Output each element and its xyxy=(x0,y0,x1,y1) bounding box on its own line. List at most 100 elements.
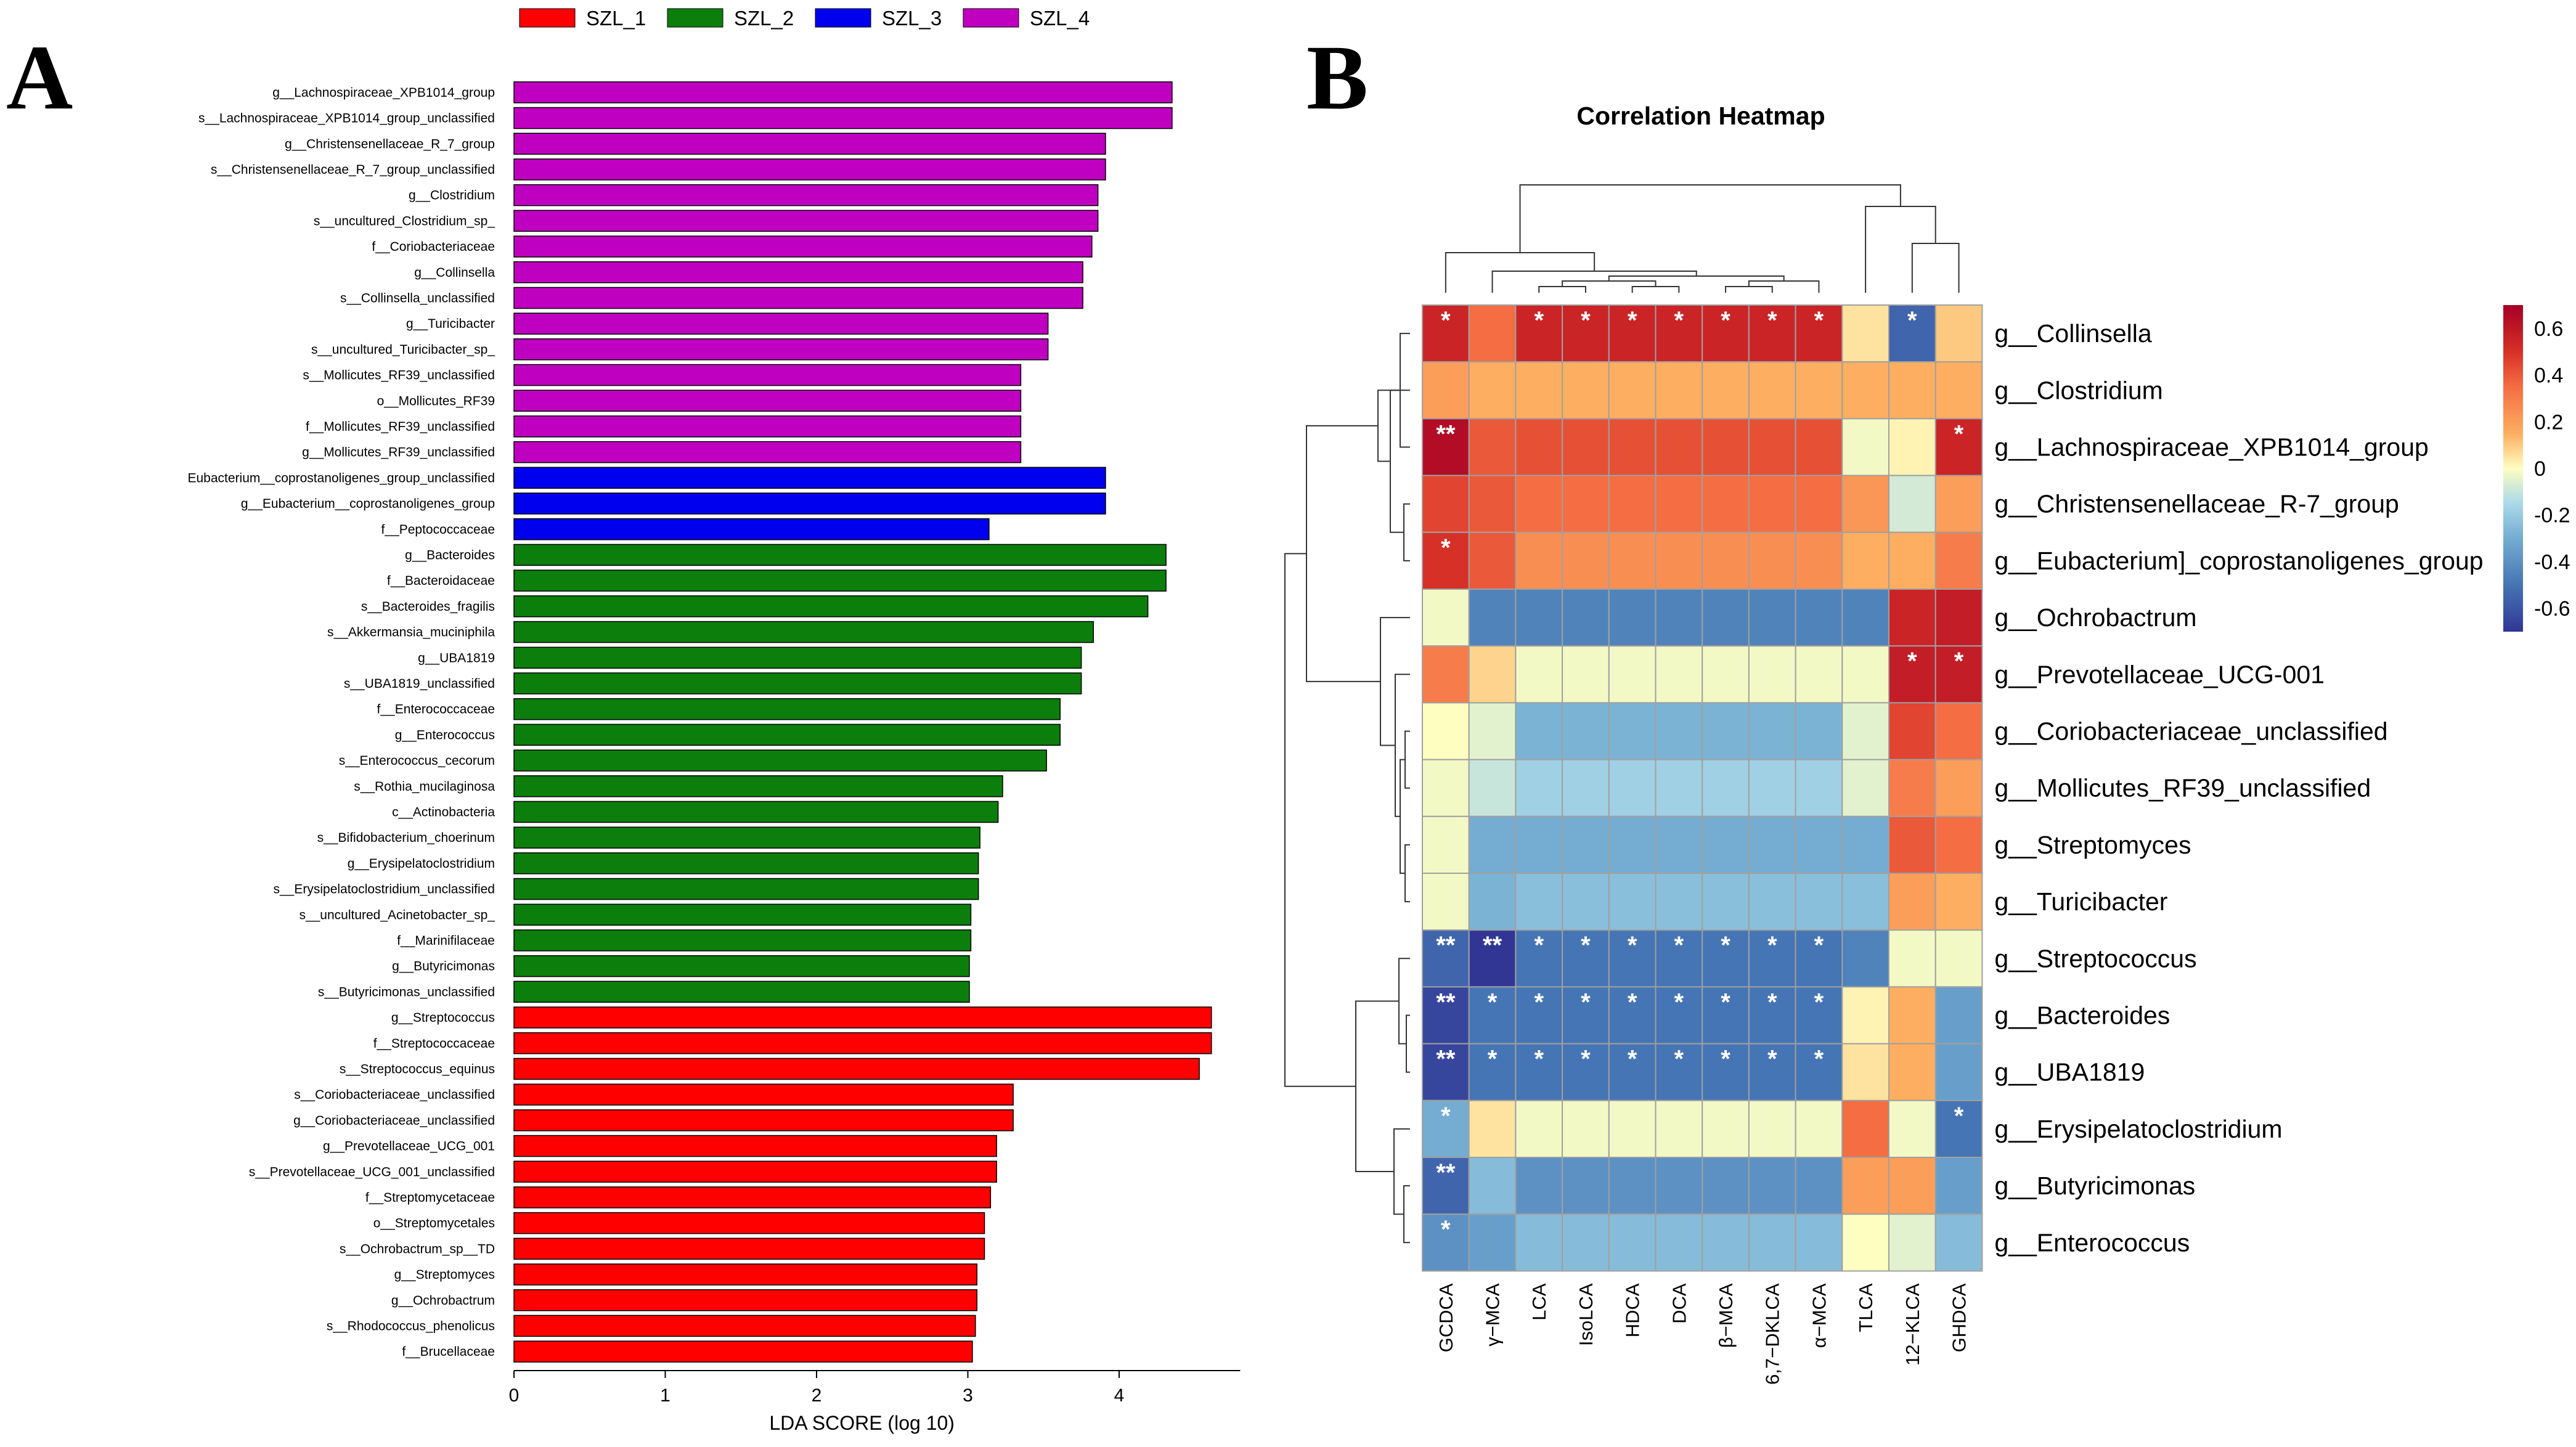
lda-bar xyxy=(513,184,1099,206)
heatmap-cell xyxy=(1795,873,1843,931)
heatmap-cell xyxy=(1934,304,1983,363)
heatmap-cell xyxy=(1888,418,1936,476)
heatmap-cell xyxy=(1562,645,1610,704)
heatmap-cell xyxy=(1655,418,1703,476)
heatmap-cell xyxy=(1934,1043,1983,1101)
heatmap-cell xyxy=(1562,475,1610,533)
heatmap-cell xyxy=(1468,1213,1517,1272)
row-label: g__Streptomyces xyxy=(1994,831,2191,859)
heatmap-cell xyxy=(1888,475,1936,533)
row-label: g__Streptococcus xyxy=(1994,944,2196,972)
heatmap-cell xyxy=(1748,815,1796,874)
heatmap-cell xyxy=(1841,475,1890,533)
heatmap-cell xyxy=(1748,475,1796,533)
heatmap-cell xyxy=(1422,759,1470,817)
lda-bar-chart: SZL_1 SZL_2 SZL_3 SZL_4 g__Lachnospiraceae_X… xyxy=(188,7,1241,1434)
heatmap-cell xyxy=(1888,1157,1936,1215)
heatmap-cell xyxy=(1422,475,1470,533)
row-label: g__Bacteroides xyxy=(1994,1001,2170,1030)
bar-label: s__Bacteroides_fragilis xyxy=(361,600,495,614)
heatmap-cell xyxy=(1515,759,1563,817)
heatmap-cell xyxy=(1608,589,1657,647)
lda-bar xyxy=(513,364,1022,386)
bar-label: s__Prevotellaceae_UCG_001_unclassified xyxy=(249,1165,495,1179)
heatmap-cell xyxy=(1468,929,1517,988)
significance-mark: * xyxy=(1674,307,1684,334)
lda-bar xyxy=(513,441,1022,463)
significance-mark: * xyxy=(1767,1046,1777,1073)
heatmap-cell xyxy=(1841,815,1890,874)
colorbar-tick-label: -0.4 xyxy=(2534,550,2570,574)
lda-bar xyxy=(513,107,1173,129)
heatmap-cell xyxy=(1515,1099,1563,1159)
significance-mark: * xyxy=(1674,1046,1684,1073)
heatmap-cell xyxy=(1702,531,1750,590)
bar-label: s__Rhodococcus_phenolicus xyxy=(327,1319,495,1333)
heatmap-cell xyxy=(1795,1043,1843,1101)
heatmap-cell xyxy=(1841,645,1890,704)
heatmap-cell xyxy=(1841,304,1890,363)
x-tick-label: 3 xyxy=(963,1385,973,1406)
heatmap-cell xyxy=(1841,1043,1890,1101)
heatmap-cell xyxy=(1562,986,1610,1045)
significance-mark: * xyxy=(1488,1046,1498,1073)
column-dendrogram-branch xyxy=(1725,286,1773,293)
legend-label-szl_4: SZL_4 xyxy=(1030,7,1090,30)
heatmap-cell xyxy=(1468,702,1517,760)
row-dendrogram-branch xyxy=(1400,759,1405,874)
heatmap-cell xyxy=(1608,873,1657,931)
significance-mark: * xyxy=(1441,1103,1451,1130)
significance-mark: * xyxy=(1814,932,1824,959)
lda-bar xyxy=(513,1263,977,1286)
heatmap-cell xyxy=(1934,418,1983,476)
heatmap-cell xyxy=(1562,1157,1610,1215)
colorbar xyxy=(2503,305,2523,632)
heatmap-cell xyxy=(1562,589,1610,647)
heatmap-cell xyxy=(1795,418,1843,476)
heatmap-cell xyxy=(1562,1213,1610,1272)
significance-mark: * xyxy=(1581,307,1591,334)
heatmap-cell xyxy=(1795,361,1843,420)
bar-label: f__Mollicutes_RF39_unclassified xyxy=(306,420,495,434)
significance-mark: * xyxy=(1441,1216,1451,1243)
heatmap-cell xyxy=(1795,531,1843,590)
column-label: β−MCA xyxy=(1715,1283,1737,1348)
heatmap-cell xyxy=(1608,1099,1657,1159)
row-label: g__Lachnospiraceae_XPB1014_group xyxy=(1994,433,2428,462)
row-dendrogram-branch xyxy=(1404,844,1410,903)
lda-bar xyxy=(513,646,1082,669)
lda-bar xyxy=(513,1083,1014,1106)
heatmap-cell xyxy=(1608,361,1657,420)
lda-bar xyxy=(513,132,1106,155)
lda-bar xyxy=(513,826,980,849)
heatmap-cell xyxy=(1934,702,1983,760)
lda-bar xyxy=(513,1315,976,1337)
bar-label: g__Lachnospiraceae_XPB1014_group xyxy=(272,86,495,100)
significance-mark: * xyxy=(1954,1103,1964,1130)
heatmap-cell xyxy=(1468,361,1517,420)
bar-label: c__Actinobacteria xyxy=(392,805,495,819)
heatmap-cell xyxy=(1702,702,1750,760)
heatmap-cell xyxy=(1795,815,1843,874)
column-dendrogram-branch xyxy=(1491,271,1697,293)
column-label: TLCA xyxy=(1855,1283,1877,1332)
heatmap-cell xyxy=(1422,589,1470,647)
colorbar-tick-label: -0.2 xyxy=(2534,504,2570,528)
heatmap-cell xyxy=(1934,1099,1983,1159)
heatmap-cell xyxy=(1608,702,1657,760)
significance-mark: * xyxy=(1628,1046,1637,1073)
column-dendrogram-branch xyxy=(1538,286,1586,293)
significance-mark: * xyxy=(1954,648,1964,675)
significance-mark: * xyxy=(1534,307,1544,334)
bar-label: s__Bifidobacterium_choerinum xyxy=(317,831,495,845)
lda-bar xyxy=(513,1289,977,1311)
heatmap-cell xyxy=(1608,418,1657,476)
significance-mark: ** xyxy=(1436,1046,1456,1073)
significance-mark: * xyxy=(1534,932,1544,959)
legend-label-szl_3: SZL_3 xyxy=(882,7,942,30)
heatmap-cell xyxy=(1888,531,1936,590)
lda-bar xyxy=(513,955,970,977)
heatmap-cell xyxy=(1655,873,1703,931)
heatmap-cell xyxy=(1748,589,1796,647)
bar-label: f__Coriobacteriaceae xyxy=(372,240,495,254)
